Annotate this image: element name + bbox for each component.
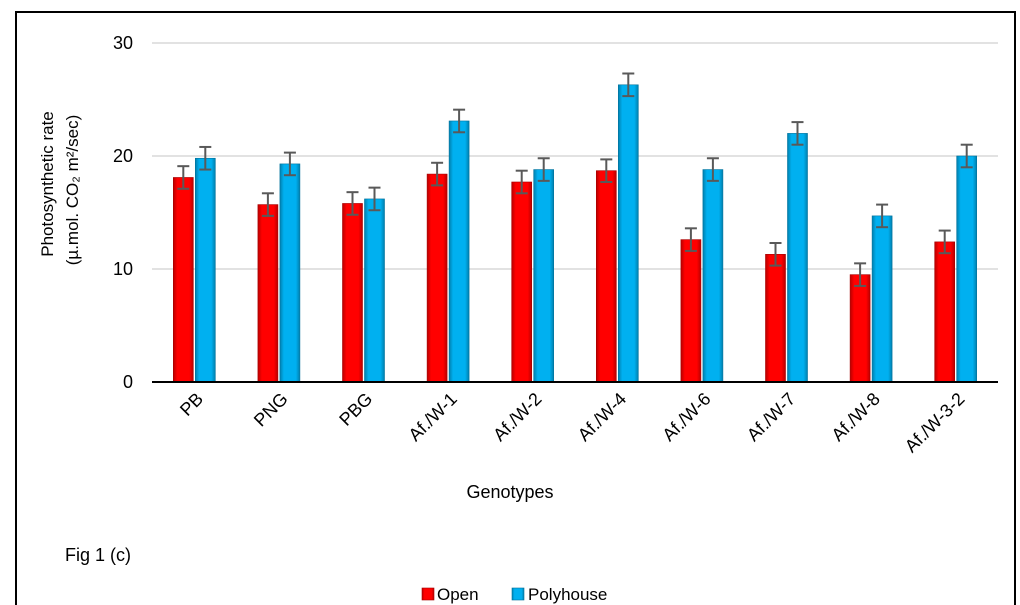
error-bar: [537, 157, 550, 182]
bars: [173, 84, 978, 383]
bar-open: [765, 254, 786, 383]
y-axis-title-line-2: (µ.mol. CO₂ m²/sec): [63, 115, 82, 266]
legend-swatch-polyhouse: [511, 587, 525, 601]
bar-open: [595, 170, 617, 383]
y-tick-label: 30: [113, 33, 133, 53]
error-bar: [769, 242, 782, 267]
y-axis-title: Photosynthetic rate (µ.mol. CO₂ m²/sec): [38, 111, 82, 265]
error-bar: [431, 161, 444, 187]
y-axis-ticks: 0 10 20 30: [113, 33, 133, 392]
bar-open: [680, 239, 702, 383]
bar-open: [173, 177, 194, 383]
y-tick-label: 0: [123, 372, 133, 392]
bar-polyhouse: [195, 157, 216, 383]
bar-polyhouse: [871, 215, 893, 383]
legend: Open Polyhouse: [421, 585, 607, 604]
bar-open: [426, 173, 448, 383]
y-tick-label: 10: [113, 259, 133, 279]
x-tick-label: Af./W-6: [658, 389, 714, 445]
x-tick-label: Af./W-8: [828, 389, 884, 445]
chart-frame: [15, 11, 1016, 605]
bar-open: [934, 241, 956, 383]
error-bar: [453, 108, 466, 134]
error-bar: [199, 145, 212, 171]
bar-polyhouse: [702, 169, 724, 383]
gridlines: [152, 42, 998, 270]
error-bar: [938, 229, 951, 255]
bar-open: [511, 181, 533, 383]
bar-polyhouse: [617, 84, 639, 383]
error-bar: [876, 203, 889, 229]
bar-polyhouse: [533, 169, 555, 383]
bar-polyhouse: [279, 163, 301, 383]
error-bar: [622, 72, 635, 98]
x-tick-label: Af./W-1: [405, 389, 461, 445]
legend-label-polyhouse: Polyhouse: [528, 585, 607, 604]
bar-open: [342, 203, 363, 383]
x-tick-label: Af./W-7: [743, 389, 799, 445]
error-bar: [854, 262, 867, 287]
error-bar: [368, 186, 381, 212]
x-tick-label: Af./W-4: [574, 389, 630, 445]
x-tick-label: PNG: [250, 389, 292, 431]
error-bar: [791, 121, 804, 146]
legend-swatch-open: [421, 587, 435, 601]
y-axis-title-line-1: Photosynthetic rate: [38, 111, 57, 257]
error-bar: [177, 165, 190, 190]
x-tick-label: PB: [176, 389, 207, 420]
bar-polyhouse: [956, 155, 978, 383]
error-bar: [283, 151, 296, 177]
error-bar: [960, 143, 973, 169]
bar-polyhouse: [787, 133, 808, 383]
error-bar: [261, 192, 274, 217]
x-tick-label: Af./W-3-2: [901, 389, 969, 457]
x-tick-label: PBG: [335, 389, 376, 430]
bar-polyhouse: [364, 198, 385, 383]
y-tick-label: 20: [113, 146, 133, 166]
bar-open: [849, 274, 871, 383]
error-bars: [177, 72, 973, 287]
figure-label: Fig 1 (c): [65, 545, 131, 565]
bar-open: [257, 204, 279, 383]
error-bar: [515, 169, 528, 195]
x-axis-ticks: PB PNG PBG Af./W-1 Af./W-2 Af./W-4 Af./W-6 Af./…: [176, 389, 969, 457]
error-bar: [684, 227, 697, 252]
x-tick-label: Af./W-2: [489, 389, 545, 445]
x-axis-title: Genotypes: [466, 482, 553, 502]
error-bar: [600, 158, 613, 183]
legend-item-polyhouse: Polyhouse: [511, 585, 607, 604]
error-bar: [706, 157, 719, 182]
legend-item-open: Open: [421, 585, 479, 604]
legend-label-open: Open: [437, 585, 479, 604]
bar-polyhouse: [448, 120, 470, 383]
error-bar: [346, 191, 359, 216]
